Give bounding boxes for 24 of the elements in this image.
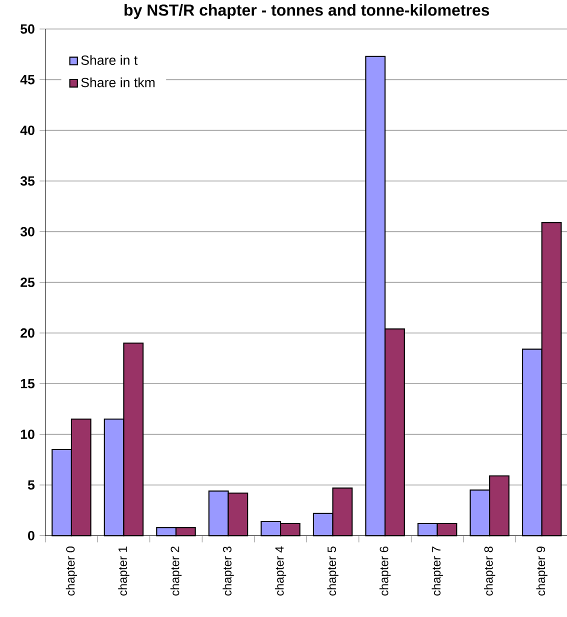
x-tick-label: chapter 6: [379, 546, 391, 596]
x-tick-label: chapter 4: [274, 546, 286, 596]
y-tick-label: 35: [20, 176, 35, 186]
y-tick-label: 50: [20, 24, 34, 34]
x-tick-label: chapter 8: [484, 546, 496, 596]
y-tick-label: 45: [20, 75, 35, 84]
x-tick-label: chapter 2: [170, 546, 182, 596]
x-tick-label: chapter 1: [118, 546, 130, 596]
legend-label: Share in t: [81, 55, 138, 65]
y-tick-label: 10: [20, 430, 34, 440]
y-tick-label: 0: [28, 530, 34, 540]
x-tick-label: chapter 7: [432, 546, 443, 596]
y-tick-label: 30: [20, 226, 34, 236]
y-tick-label: 5: [28, 480, 35, 490]
x-tick-label: chapter 5: [327, 546, 338, 596]
y-tick-label: 20: [20, 328, 34, 338]
x-tick-label: chapter 0: [66, 546, 78, 596]
y-tick-label: 40: [20, 126, 34, 136]
y-tick-label: 15: [20, 379, 35, 388]
legend-label: Share in tkm: [81, 77, 155, 88]
y-tick-label: 25: [20, 278, 35, 288]
x-tick-label: chapter 3: [222, 546, 234, 596]
x-tick-label: chapter 9: [536, 546, 548, 596]
chart-title: by NST/R chapter - tonnes and tonne-kilometres: [124, 4, 490, 19]
